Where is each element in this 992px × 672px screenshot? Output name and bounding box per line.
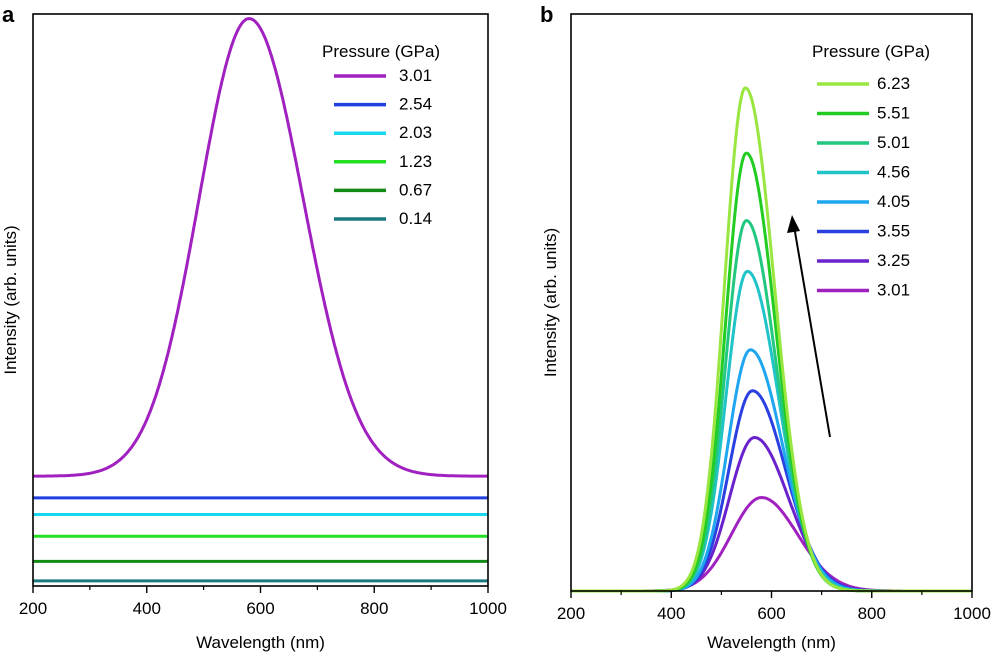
legend-title: Pressure (GPa) — [812, 42, 930, 61]
legend-label: 3.55 — [877, 222, 910, 241]
x-tick-label: 1000 — [953, 604, 991, 623]
series-line-3-55 — [570, 389, 973, 593]
legend-label: 4.05 — [877, 192, 910, 211]
panel-a: a 200 400 600 800 1000 Wavelength (nm) Intensit… — [1, 2, 507, 652]
legend-title: Pressure (GPa) — [322, 42, 440, 61]
legend-label: 5.01 — [877, 133, 910, 152]
legend-label: 5.51 — [877, 104, 910, 123]
x-tick-label: 200 — [19, 599, 47, 618]
y-axis-title: Intensity (arb. units) — [541, 228, 560, 377]
y-axis-title: Intensity (arb. units) — [1, 225, 20, 374]
pressure-arrow-head — [787, 215, 800, 233]
x-tick-label: 400 — [657, 604, 685, 623]
x-tick-label: 600 — [246, 599, 274, 618]
x-tick-label: 200 — [557, 604, 585, 623]
legend-label: 6.23 — [877, 74, 910, 93]
legend-label: 3.01 — [399, 66, 432, 85]
series-lines — [32, 17, 489, 583]
legend: Pressure (GPa) 3.01 2.54 2.03 1.23 0.67 0.14 — [322, 42, 440, 228]
panel-letter: a — [2, 2, 15, 27]
series-line-3-01 — [570, 496, 973, 593]
x-tick-label: 600 — [757, 604, 785, 623]
x-tick-label: 800 — [858, 604, 886, 623]
legend-label: 0.67 — [399, 180, 432, 199]
x-tick-label: 800 — [360, 599, 388, 618]
legend: Pressure (GPa) 6.23 5.51 5.01 4.56 4.05 3.55 3.… — [812, 42, 930, 300]
x-tick-label: 400 — [133, 599, 161, 618]
x-tick-label: 1000 — [469, 599, 507, 618]
legend-label: 3.25 — [877, 251, 910, 270]
legend-label: 1.23 — [399, 152, 432, 171]
series-lines — [570, 86, 973, 593]
x-axis-title: Wavelength (nm) — [196, 633, 325, 652]
series-line-4-05 — [570, 348, 973, 593]
panel-letter: b — [540, 2, 553, 27]
legend-label: 4.56 — [877, 163, 910, 182]
series-line-5-51 — [570, 151, 973, 593]
panel-b: b 200 400 600 800 1000 Wavelength (nm) Intensit… — [540, 2, 991, 652]
legend-label: 3.01 — [877, 281, 910, 300]
series-line-3-25 — [570, 436, 973, 593]
legend-label: 0.14 — [399, 209, 432, 228]
x-axis-title: Wavelength (nm) — [707, 633, 836, 652]
legend-label: 2.03 — [399, 123, 432, 142]
pressure-arrow-shaft — [793, 225, 831, 438]
legend-label: 2.54 — [399, 95, 432, 114]
series-line-3-01 — [32, 17, 489, 478]
